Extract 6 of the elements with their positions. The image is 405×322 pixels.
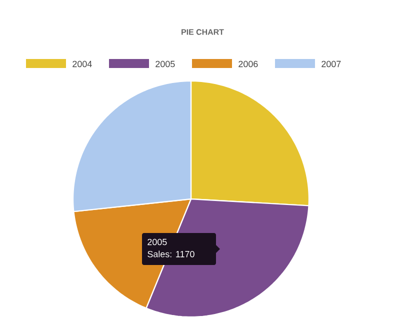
legend-label: 2005 bbox=[156, 60, 175, 68]
text: 2005 bbox=[148, 238, 167, 246]
legend-label: 2006 bbox=[238, 60, 258, 68]
legend-label: 2007 bbox=[322, 60, 341, 68]
text: Sales: 1170 bbox=[148, 250, 194, 258]
legend-label: 2004 bbox=[72, 60, 92, 68]
